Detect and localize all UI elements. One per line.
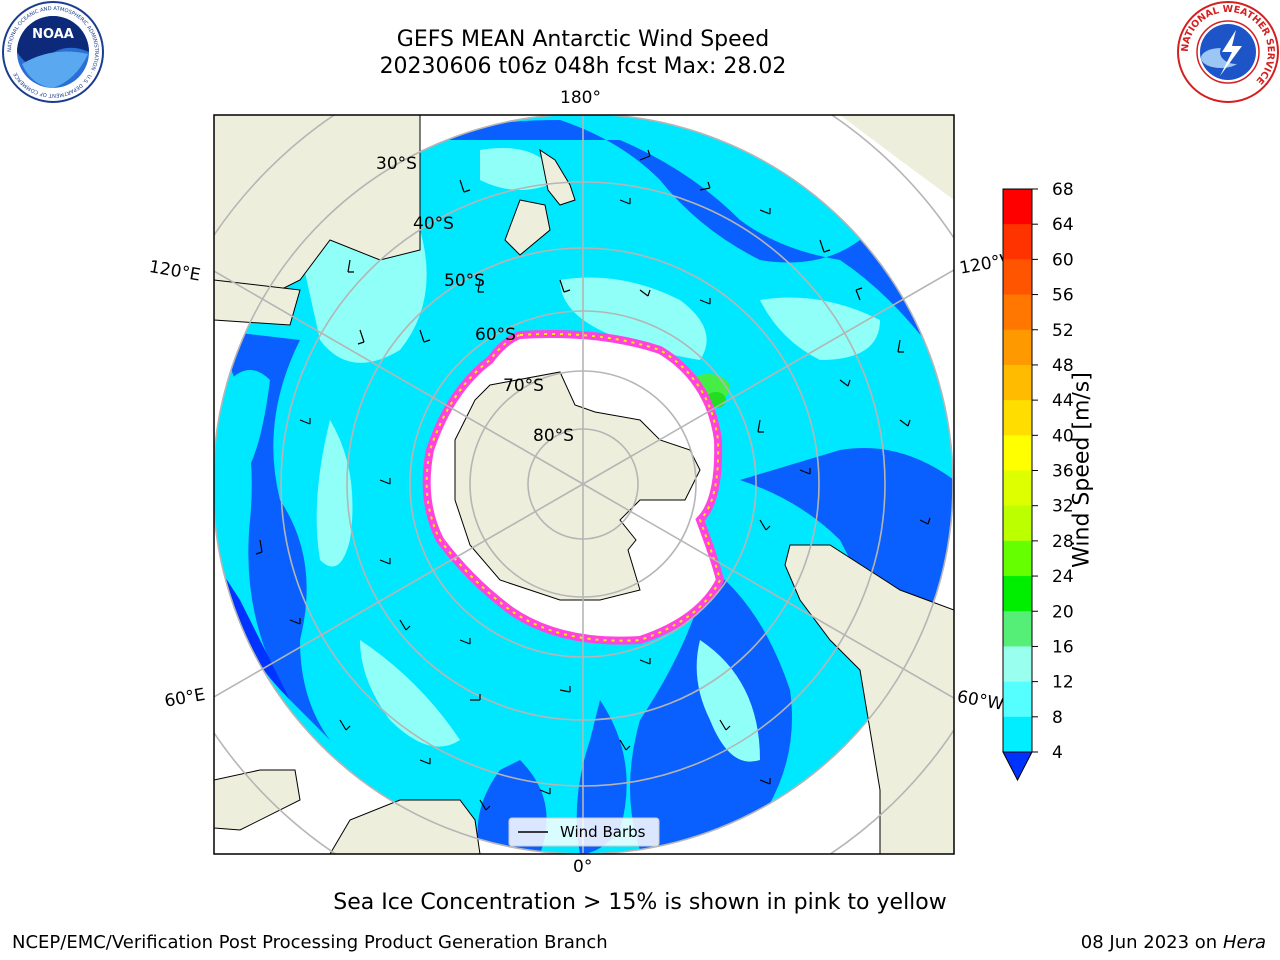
lat-label-80s: 80°S	[533, 426, 574, 446]
colorbar-tick-label: 64	[1052, 215, 1074, 235]
colorbar-tick-label: 48	[1052, 356, 1074, 376]
footer-date-text: 08 Jun 2023 on	[1080, 932, 1218, 953]
colorbar-tick-label: 40	[1052, 426, 1074, 446]
lon-label-0: 0°	[573, 857, 593, 877]
lat-label-70s: 70°S	[503, 376, 544, 396]
colorbar-segment	[1003, 364, 1032, 401]
colorbar-segment	[1003, 259, 1032, 296]
nws-logo: NATIONAL WEATHER SERVICE	[1177, 1, 1279, 103]
colorbar-extend-arrow	[1002, 751, 1033, 782]
colorbar-segment	[1003, 470, 1032, 507]
colorbar-segment	[1003, 294, 1032, 331]
colorbar-tick-label: 28	[1052, 532, 1074, 552]
polar-map: Wind Barbs 30°S 40°S 50°S 60°S 70°S 80°S	[213, 114, 955, 855]
colorbar-ticks: 68 64 60 56 52 48 44 40 36 32 28 24 20 16 12 8 4	[1032, 180, 1074, 763]
colorbar-tick-label: 36	[1052, 462, 1074, 482]
svg-text:NOAA: NOAA	[32, 27, 74, 42]
colorbar-tick-label: 4	[1052, 743, 1063, 763]
footer-credit: NCEP/EMC/Verification Post Processing Pr…	[12, 932, 608, 953]
colorbar-tick-label: 52	[1052, 321, 1074, 341]
colorbar-segment	[1003, 400, 1032, 436]
colorbar-segment	[1003, 681, 1032, 718]
colorbar-tick-label: 32	[1052, 497, 1074, 517]
longitude-grid	[214, 115, 954, 854]
colorbar-segment	[1003, 646, 1032, 683]
colorbar-tick-label: 20	[1052, 602, 1074, 622]
colorbar-tick-label: 68	[1052, 180, 1074, 200]
footer-host: Hera	[1222, 932, 1266, 953]
colorbar-tick-label: 44	[1052, 391, 1074, 411]
lat-label-30s: 30°S	[376, 154, 417, 174]
colorbar-segment	[1003, 189, 1032, 225]
colorbar-segment	[1003, 611, 1032, 647]
colorbar-segment	[1003, 716, 1032, 753]
latitude-labels: 30°S 40°S 50°S 60°S 70°S 80°S	[376, 154, 574, 446]
lon-label-60e: 60°E	[163, 684, 207, 712]
colorbar-label: Wind Speed [m/s]	[1069, 372, 1095, 568]
footer-date: 08 Jun 2023 on Hera	[1081, 932, 1266, 953]
lat-label-50s: 50°S	[444, 271, 485, 291]
colorbar-segment	[1003, 505, 1032, 542]
legend-label: Wind Barbs	[560, 823, 646, 841]
antarctica	[454, 371, 701, 601]
lat-label-40s: 40°S	[413, 214, 454, 234]
chart-title: GEFS MEAN Antarctic Wind Speed	[396, 27, 770, 52]
lon-label-120e: 120°E	[147, 257, 202, 286]
colorbar-tick-label: 8	[1052, 708, 1063, 728]
colorbar-tick-label: 24	[1052, 567, 1074, 587]
colorbar-segment	[1003, 224, 1032, 260]
sea-ice-caption: Sea Ice Concentration > 15% is shown in …	[333, 890, 947, 915]
colorbar-segment	[1003, 540, 1032, 577]
colorbar-segment	[1003, 329, 1032, 366]
colorbar-tick-label: 60	[1052, 250, 1074, 270]
colorbar-tick-label: 56	[1052, 286, 1074, 306]
wind-barbs	[255, 149, 931, 811]
wind-barbs-legend: Wind Barbs	[508, 817, 660, 847]
colorbar-segments	[1002, 189, 1033, 782]
noaa-logo: NOAA NATIONAL OCEANIC AND ATMOSPHERIC AD…	[2, 1, 104, 103]
colorbar-tick-label: 16	[1052, 637, 1074, 657]
colorbar-segment	[1003, 576, 1032, 612]
colorbar: 68 64 60 56 52 48 44 40 36 32 28 24 20 16 12 8 4	[1002, 180, 1074, 782]
chart-subtitle: 20230606 t06z 048h fcst Max: 28.02	[379, 54, 787, 79]
lat-label-60s: 60°S	[475, 325, 516, 345]
colorbar-tick-label: 12	[1052, 673, 1074, 693]
lon-label-180: 180°	[560, 88, 601, 108]
colorbar-segment	[1003, 435, 1032, 471]
